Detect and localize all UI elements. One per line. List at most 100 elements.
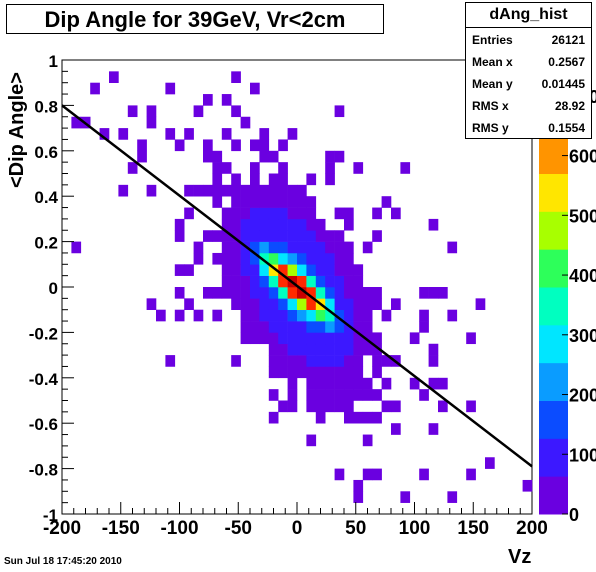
heatmap-cell — [353, 355, 364, 367]
heatmap-cell — [522, 479, 533, 492]
heatmap-cell — [344, 241, 354, 254]
heatmap-cell — [193, 241, 204, 254]
heatmap-cell — [372, 366, 382, 379]
heatmap-cell — [325, 287, 335, 299]
heatmap-cell — [250, 252, 260, 265]
heatmap-cell — [297, 343, 307, 356]
heatmap-cell — [306, 366, 317, 379]
heatmap-cell — [287, 196, 298, 208]
heatmap-cell — [137, 150, 147, 163]
stats-row: Mean y 0.01445 — [472, 73, 585, 95]
stats-key: Entries — [472, 33, 513, 47]
heatmap-cell — [250, 275, 260, 288]
heatmap-cell — [212, 162, 223, 174]
heatmap-cell — [466, 468, 476, 481]
heatmap-cell — [231, 196, 241, 208]
stats-title: dAng_hist — [466, 3, 591, 28]
colorbar-label: 200 — [569, 386, 596, 406]
x-tick-label: 50 — [345, 518, 366, 539]
heatmap-cell — [325, 252, 335, 265]
heatmap-cell — [165, 355, 176, 367]
heatmap-cell — [315, 389, 326, 401]
y-tick-label: 0 — [49, 279, 58, 298]
heatmap-cell — [381, 196, 392, 208]
x-tick-label: -150 — [102, 518, 140, 539]
heatmap-cell — [221, 275, 232, 288]
heatmap-cell — [325, 150, 335, 163]
heatmap-cell — [193, 252, 204, 265]
heatmap-cell — [127, 162, 138, 174]
heatmap-cell — [250, 309, 260, 322]
heatmap-cell — [231, 207, 241, 220]
heatmap-cell — [325, 275, 335, 288]
heatmap-cell — [231, 241, 241, 254]
heatmap-cell — [240, 275, 251, 288]
heatmap-cell — [325, 377, 335, 390]
heatmap-cell — [259, 298, 270, 310]
heatmap-cell — [325, 321, 335, 333]
heatmap-cell — [297, 298, 307, 310]
heatmap-cell — [344, 207, 354, 220]
heatmap-cell — [419, 309, 429, 322]
heatmap-cell — [344, 287, 354, 299]
heatmap-cell — [287, 218, 298, 231]
heatmap-cell — [400, 162, 411, 174]
timestamp: Sun Jul 18 17:45:20 2010 — [4, 556, 122, 567]
heatmap-cell — [325, 355, 335, 367]
heatmap-cell — [268, 196, 279, 208]
heatmap-cell — [306, 434, 317, 447]
heatmap-cell — [344, 355, 354, 367]
heatmap-cell — [203, 150, 213, 163]
heatmap-cell — [334, 321, 345, 333]
heatmap-cell — [334, 332, 345, 345]
heatmap-cell — [203, 230, 213, 242]
heatmap-cell — [372, 207, 382, 220]
heatmap-cell — [381, 355, 392, 367]
heatmap-cell — [193, 105, 204, 118]
heatmap-cell — [334, 241, 345, 254]
heatmap-cell — [438, 377, 448, 390]
heatmap-cell — [362, 389, 373, 401]
colorbar-label: 300 — [569, 326, 596, 346]
heatmap-cell — [259, 207, 270, 220]
heatmap-cell — [325, 389, 335, 401]
stats-row: RMS x 28.92 — [472, 95, 585, 117]
chart-title-box: Dip Angle for 39GeV, Vr<2cm — [6, 4, 384, 34]
heatmap-cell — [231, 264, 241, 276]
heatmap-cell — [306, 218, 317, 231]
heatmap-cell — [344, 309, 354, 322]
heatmap-cell — [334, 105, 345, 118]
heatmap-cell — [231, 173, 241, 186]
heatmap-cell — [278, 264, 288, 276]
heatmap-cell — [315, 400, 326, 413]
heatmap-cell — [250, 207, 260, 220]
heatmap-cell — [362, 321, 373, 333]
heatmap-cell — [212, 184, 223, 197]
heatmap-cell — [231, 139, 241, 152]
heatmap-cell — [250, 162, 260, 174]
heatmap-cell — [259, 128, 270, 140]
heatmap-cell — [212, 196, 223, 208]
heatmap-cell — [344, 377, 354, 390]
heatmap-cell — [278, 241, 288, 254]
heatmap-cell — [372, 411, 382, 424]
heatmap-cell — [240, 196, 251, 208]
heatmap-cell — [240, 298, 251, 310]
heatmap-cell — [391, 298, 401, 310]
heatmap-cells — [71, 71, 533, 503]
heatmap-cell — [259, 287, 270, 299]
y-tick-label: -0.6 — [29, 415, 58, 434]
heatmap-cell — [297, 196, 307, 208]
y-axis-ticks: -1 -0.8 -0.6 -0.4 -0.2 0 0.2 0.4 0.6 0.8 1 — [29, 52, 74, 525]
heatmap-cell — [325, 298, 335, 310]
colorbar-label: 500 — [569, 206, 596, 226]
y-tick-label: -0.8 — [29, 461, 58, 480]
heatmap-cell — [353, 491, 364, 503]
heatmap-cell — [250, 218, 260, 231]
heatmap-cell — [174, 218, 185, 231]
y-tick-label: -0.4 — [29, 370, 59, 389]
heatmap-cell — [297, 332, 307, 345]
heatmap-cell — [306, 241, 317, 254]
heatmap-cell — [287, 264, 298, 276]
heatmap-cell — [287, 309, 298, 322]
